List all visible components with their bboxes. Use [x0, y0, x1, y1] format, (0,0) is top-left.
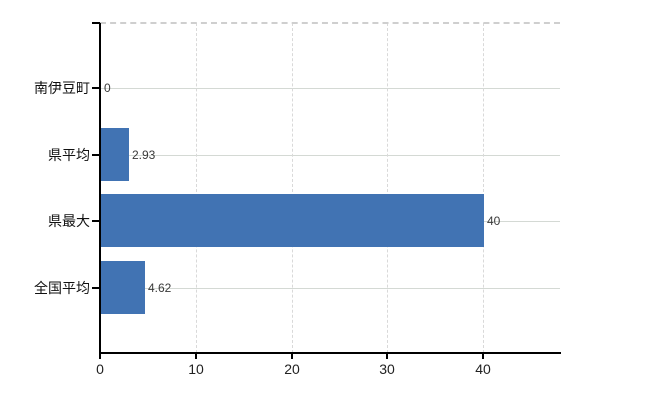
x-tick	[291, 354, 293, 359]
y-tick	[92, 287, 100, 289]
v-gridline	[387, 23, 388, 353]
bar-value-label: 0	[104, 81, 111, 95]
h-gridline	[100, 288, 560, 289]
h-gridline	[100, 88, 560, 89]
y-tick	[92, 87, 100, 89]
y-tick	[92, 22, 100, 24]
x-tick	[386, 354, 388, 359]
v-gridline	[292, 23, 293, 353]
x-axis	[99, 352, 561, 354]
v-gridline	[483, 23, 484, 353]
bar-value-label: 2.93	[132, 148, 156, 162]
category-label: 全国平均	[34, 280, 90, 296]
y-tick	[92, 154, 100, 156]
x-tick	[195, 354, 197, 359]
x-tick-label: 10	[188, 361, 204, 377]
plot-area	[100, 23, 560, 353]
category-label: 県最大	[48, 213, 90, 229]
bar-value-label: 4.62	[148, 281, 172, 295]
category-label: 県平均	[48, 147, 90, 163]
x-tick	[482, 354, 484, 359]
bar-value-label: 40	[487, 214, 501, 228]
bar	[101, 261, 145, 314]
h-gridline	[100, 155, 560, 156]
x-tick-label: 30	[379, 361, 395, 377]
x-tick-label: 20	[284, 361, 300, 377]
plot-top-border	[100, 22, 560, 24]
x-tick	[99, 354, 101, 359]
bar	[101, 194, 484, 247]
v-gridline	[196, 23, 197, 353]
bar	[101, 128, 129, 181]
category-label: 南伊豆町	[34, 80, 90, 96]
y-axis	[99, 23, 101, 353]
x-tick-label: 40	[475, 361, 491, 377]
y-tick	[92, 220, 100, 222]
x-tick-label: 0	[96, 361, 104, 377]
